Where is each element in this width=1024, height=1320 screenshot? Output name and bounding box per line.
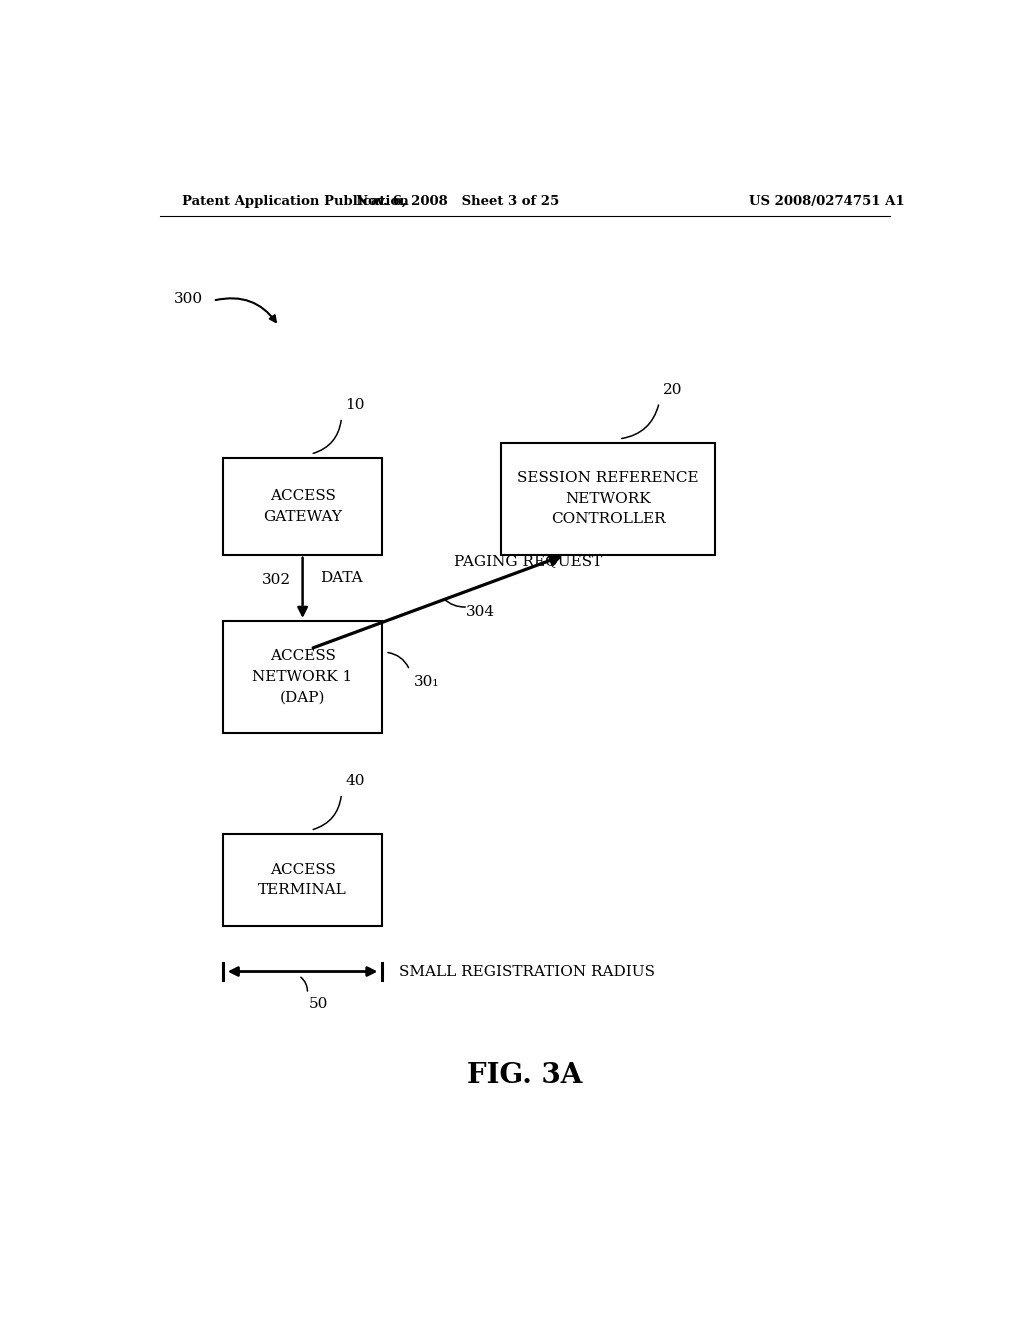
Text: 20: 20 [664,383,683,397]
Bar [501,444,715,554]
Text: SMALL REGISTRATION RADIUS: SMALL REGISTRATION RADIUS [399,965,655,978]
Text: 40: 40 [345,775,365,788]
Text: Nov. 6, 2008   Sheet 3 of 25: Nov. 6, 2008 Sheet 3 of 25 [355,194,559,207]
Bar [223,834,382,925]
Text: PAGING REQUEST: PAGING REQUEST [454,554,602,568]
Text: 50: 50 [309,997,329,1011]
Bar [223,620,382,733]
Text: ACCESS
NETWORK 1
(DAP): ACCESS NETWORK 1 (DAP) [253,649,352,705]
Text: ACCESS
GATEWAY: ACCESS GATEWAY [263,490,342,524]
Text: 300: 300 [174,292,204,306]
Text: Patent Application Publication: Patent Application Publication [182,194,409,207]
Text: ACCESS
TERMINAL: ACCESS TERMINAL [258,863,347,898]
Bar [223,458,382,554]
Text: FIG. 3A: FIG. 3A [467,1061,583,1089]
Text: DATA: DATA [321,570,362,585]
Text: SESSION REFERENCE
NETWORK
CONTROLLER: SESSION REFERENCE NETWORK CONTROLLER [517,471,699,527]
Text: 10: 10 [345,399,365,412]
Text: 302: 302 [261,573,291,586]
Text: 30₁: 30₁ [414,676,439,689]
Text: US 2008/0274751 A1: US 2008/0274751 A1 [749,194,904,207]
Text: 304: 304 [466,605,495,619]
